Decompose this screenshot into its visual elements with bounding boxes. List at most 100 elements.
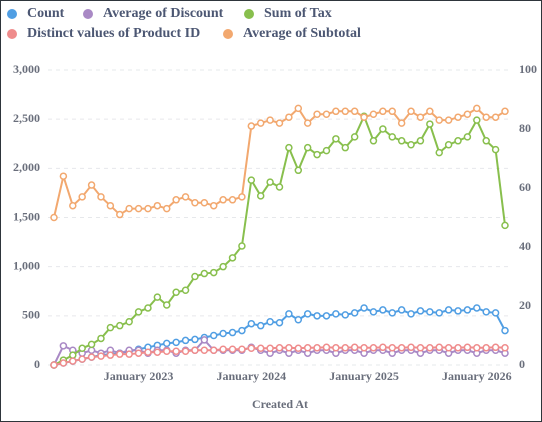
data-point	[219, 262, 227, 271]
data-point	[397, 344, 406, 352]
data-point	[454, 344, 462, 352]
y2-tick-label: 20	[519, 298, 531, 312]
data-point	[163, 347, 171, 355]
data-point	[501, 107, 509, 116]
data-point	[444, 344, 453, 352]
data-point	[238, 326, 246, 335]
data-point	[144, 304, 152, 312]
data-point	[247, 176, 256, 184]
data-point	[106, 201, 115, 210]
data-point	[501, 344, 509, 352]
data-point	[407, 140, 415, 149]
data-point	[200, 199, 209, 207]
data-point	[491, 113, 500, 121]
data-point	[163, 301, 171, 309]
data-point	[181, 336, 190, 345]
data-point	[256, 119, 265, 127]
data-point	[322, 110, 331, 118]
y-tick-label: 2,500	[13, 111, 40, 125]
data-point	[285, 143, 293, 152]
data-point	[322, 312, 331, 320]
data-point	[313, 312, 321, 320]
data-point	[200, 346, 209, 354]
data-point	[87, 340, 96, 349]
data-point	[341, 143, 350, 152]
data-point	[191, 346, 199, 354]
data-point	[303, 344, 312, 352]
data-point	[501, 326, 509, 335]
data-point	[209, 201, 218, 210]
legend-label: Distinct values of Product ID	[27, 26, 200, 41]
data-point	[97, 352, 105, 360]
data-point	[369, 137, 378, 145]
data-point	[294, 344, 303, 353]
data-point	[256, 321, 265, 330]
data-point	[416, 113, 425, 121]
data-point	[369, 308, 378, 316]
data-point	[69, 201, 77, 210]
data-point	[435, 148, 443, 157]
data-point	[209, 268, 218, 277]
legend-label: Average of Discount	[103, 6, 224, 21]
data-point	[134, 308, 143, 316]
data-point	[369, 110, 378, 118]
data-point	[209, 346, 218, 354]
data-point	[238, 345, 246, 354]
data-point	[181, 193, 190, 201]
data-point	[491, 343, 500, 352]
data-point	[285, 113, 293, 121]
data-point	[97, 193, 105, 201]
data-point	[50, 213, 58, 222]
data-point	[153, 293, 162, 301]
data-point	[266, 317, 274, 326]
data-point	[435, 309, 443, 317]
data-point	[116, 321, 124, 330]
legend-swatch	[244, 9, 254, 19]
data-point	[388, 344, 396, 352]
x-axis-label: Created At	[252, 397, 308, 411]
data-point	[256, 344, 265, 353]
data-point	[454, 307, 462, 315]
data-point	[303, 143, 312, 152]
data-point	[69, 351, 77, 359]
data-point	[407, 107, 415, 116]
data-point	[482, 344, 490, 352]
data-point	[426, 120, 434, 128]
data-point	[350, 107, 359, 116]
y-tick-label: 2,000	[13, 160, 40, 174]
data-point	[407, 310, 415, 318]
data-point	[379, 125, 387, 133]
data-point	[191, 199, 199, 207]
data-point	[397, 137, 406, 145]
data-point	[350, 343, 359, 352]
data-point	[78, 344, 86, 353]
y-tick-label: 500	[22, 308, 40, 322]
data-point	[116, 210, 124, 219]
data-point	[426, 308, 434, 316]
data-point	[379, 343, 387, 352]
legend-label: Average of Subtotal	[243, 26, 361, 41]
data-point	[473, 104, 481, 113]
data-point	[106, 351, 115, 359]
data-point	[482, 113, 490, 121]
data-point	[482, 137, 490, 145]
data-point	[238, 193, 246, 201]
data-point	[388, 107, 396, 116]
data-point	[360, 113, 368, 121]
data-point	[134, 204, 143, 213]
data-point	[360, 344, 368, 352]
data-point	[360, 304, 368, 312]
data-point	[275, 344, 284, 352]
data-point	[256, 192, 265, 200]
data-point	[228, 254, 237, 262]
data-point	[463, 306, 472, 314]
data-point	[473, 116, 481, 124]
data-point	[473, 304, 481, 312]
data-point	[247, 344, 256, 353]
data-point	[172, 338, 180, 347]
legend-label: Count	[27, 6, 65, 21]
data-point	[238, 242, 246, 250]
data-point	[379, 107, 387, 116]
data-point	[200, 336, 209, 344]
